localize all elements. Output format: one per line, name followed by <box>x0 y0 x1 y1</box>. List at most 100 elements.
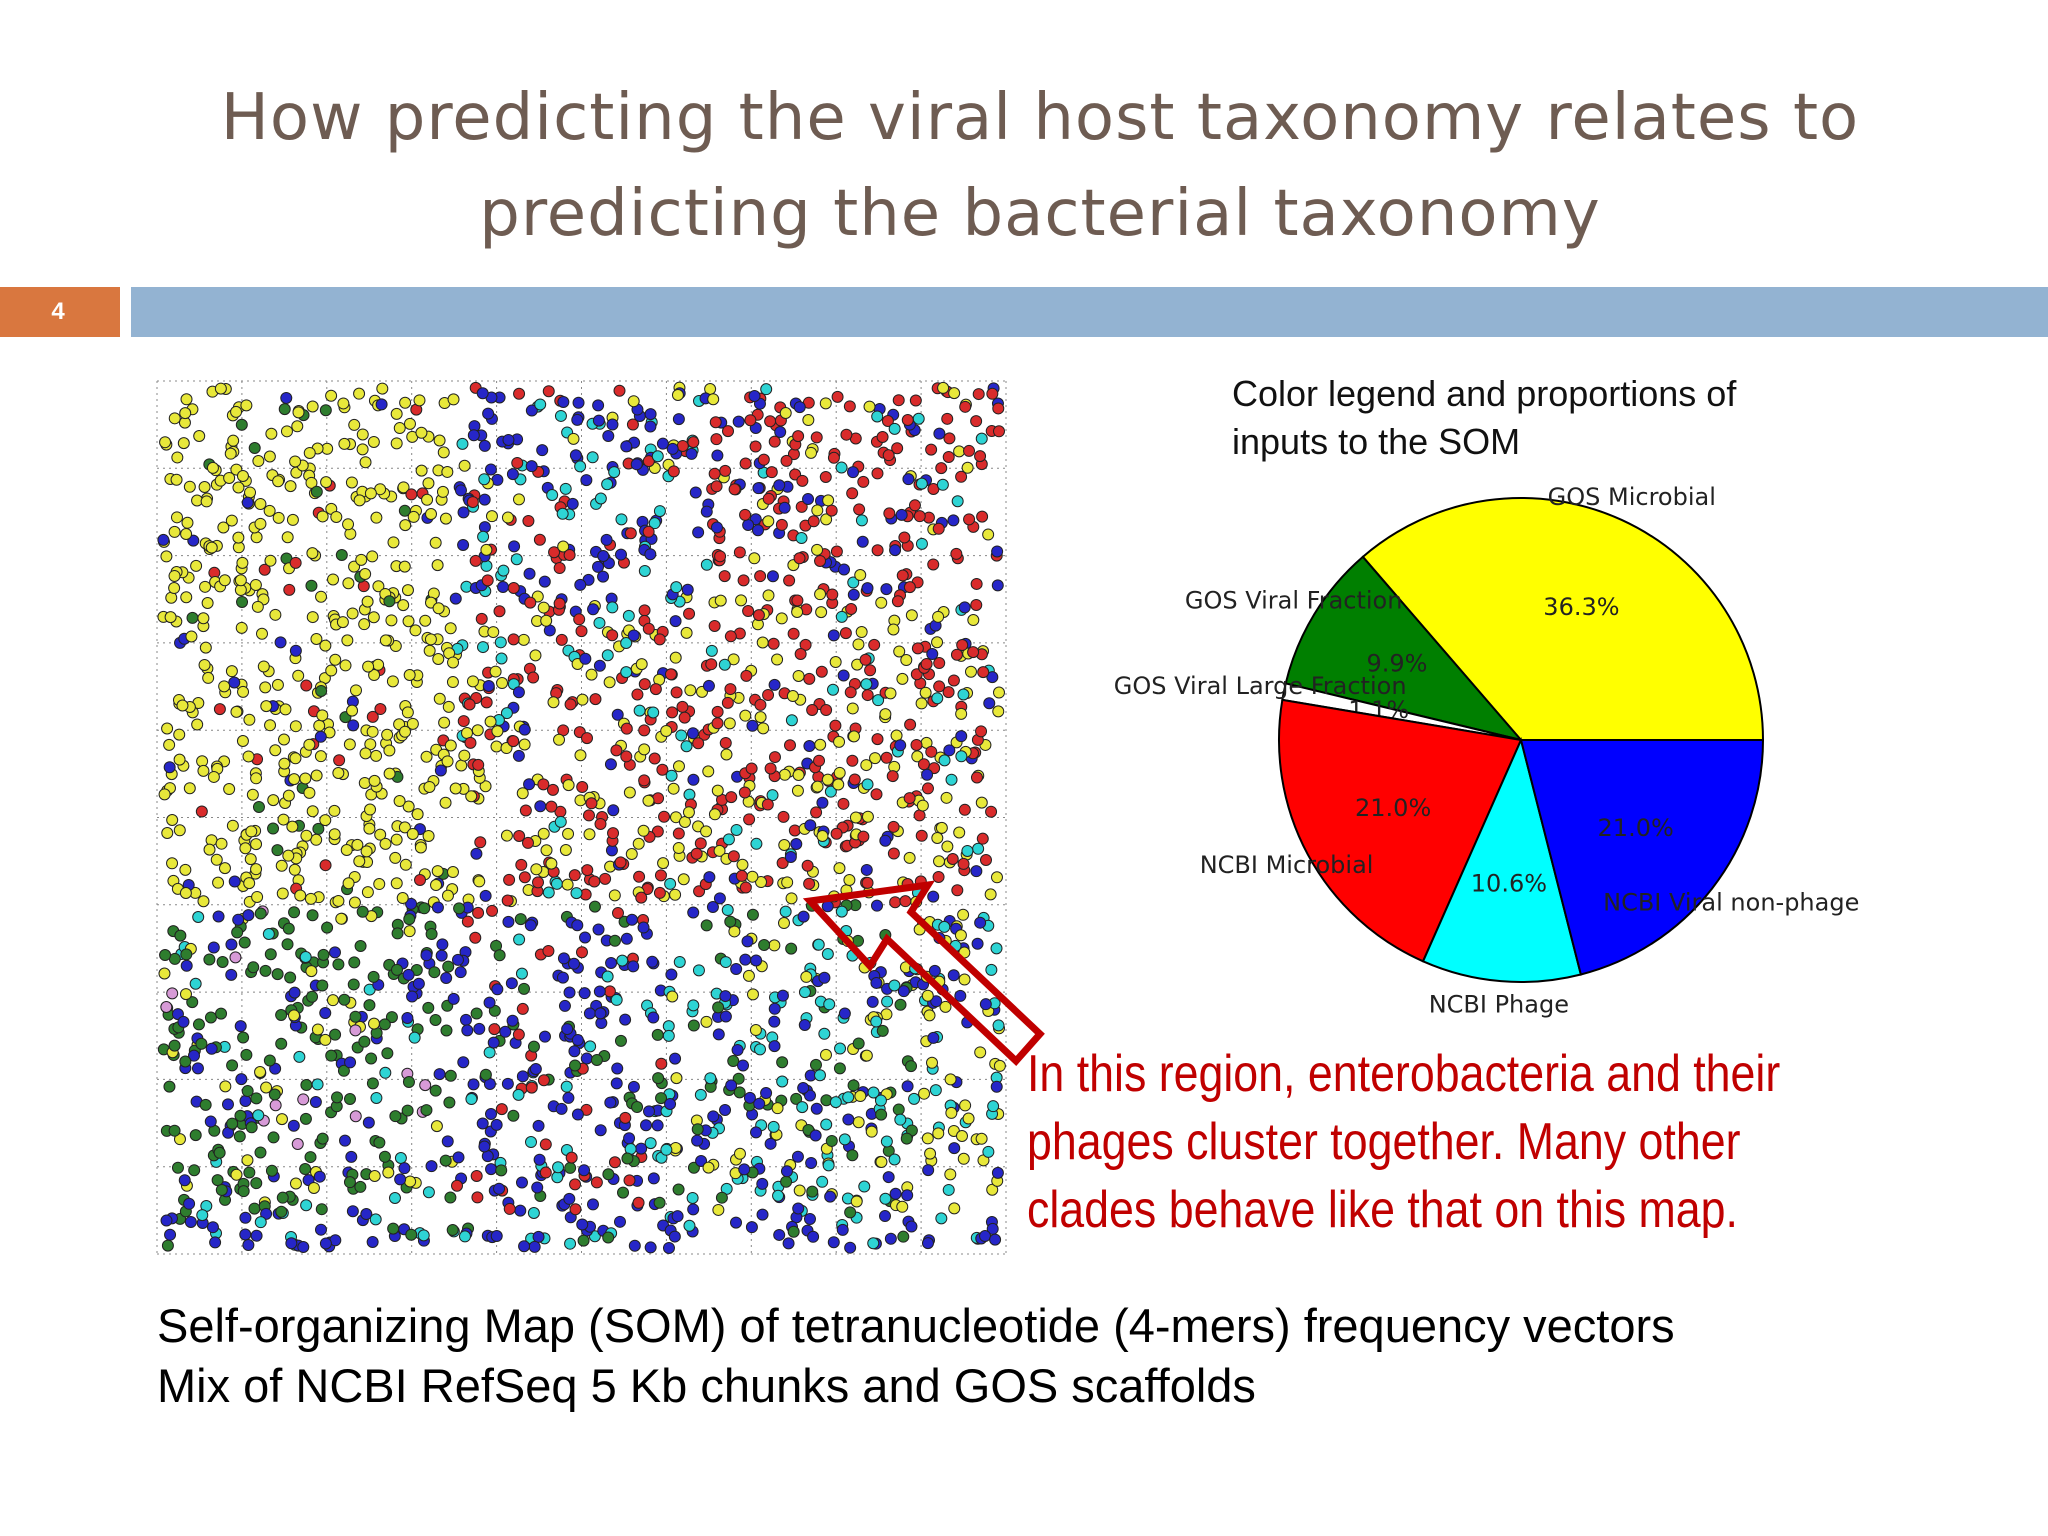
map-dot <box>573 613 586 626</box>
map-dot <box>901 413 914 426</box>
map-dot <box>780 1175 793 1188</box>
map-dot <box>777 917 790 930</box>
map-dot <box>664 1098 677 1111</box>
map-dot <box>398 560 411 573</box>
map-dot <box>818 971 831 984</box>
map-dot <box>575 946 588 959</box>
map-dot <box>945 1106 958 1119</box>
map-dot <box>226 1117 239 1130</box>
map-dot <box>807 1230 820 1243</box>
map-dot <box>346 1205 359 1218</box>
map-dot <box>488 1023 501 1036</box>
map-dot <box>159 436 172 449</box>
map-dot <box>458 749 471 762</box>
map-dot <box>795 532 808 545</box>
map-dot <box>299 1163 312 1176</box>
map-dot <box>771 653 784 666</box>
map-dot <box>532 1119 545 1132</box>
map-dot <box>718 658 731 671</box>
map-dot <box>868 638 881 651</box>
map-dot <box>230 705 243 718</box>
map-dot <box>565 1151 578 1164</box>
map-dot <box>218 680 231 693</box>
map-dot <box>402 1076 415 1089</box>
map-dot <box>941 840 954 853</box>
map-dot <box>644 408 657 421</box>
map-dot <box>819 1048 832 1061</box>
map-dot <box>561 1023 574 1036</box>
map-dot <box>199 580 212 593</box>
map-dot <box>622 609 635 622</box>
map-dot <box>705 644 718 657</box>
map-dot <box>307 1181 320 1194</box>
map-dot <box>347 978 360 991</box>
map-dot <box>511 456 524 469</box>
map-dot <box>364 487 377 500</box>
map-dot <box>401 1012 414 1025</box>
map-dot <box>713 892 726 905</box>
map-dot <box>579 652 592 665</box>
map-dot <box>281 938 294 951</box>
map-dot <box>254 907 267 920</box>
map-dot <box>533 1153 546 1166</box>
map-dot <box>901 1189 914 1202</box>
map-dot <box>548 546 561 559</box>
map-dot <box>959 1099 972 1112</box>
map-dot <box>816 796 829 809</box>
map-dot <box>683 788 696 801</box>
map-dot <box>927 558 940 571</box>
map-dot <box>423 780 436 793</box>
map-dot <box>563 548 576 561</box>
map-dot <box>557 395 570 408</box>
map-dot <box>897 985 910 998</box>
map-dot <box>707 393 720 406</box>
pie-wedge <box>1421 736 1583 983</box>
map-dot <box>490 1118 503 1131</box>
map-dot <box>840 428 853 441</box>
map-dot <box>370 511 383 524</box>
map-dot <box>493 949 506 962</box>
map-dot <box>402 800 415 813</box>
map-dot <box>381 728 394 741</box>
map-dot <box>344 1056 357 1069</box>
map-dot <box>510 553 523 566</box>
map-dot <box>975 1132 988 1145</box>
map-dot <box>444 622 457 635</box>
map-dot <box>837 797 850 810</box>
map-dot <box>684 684 697 697</box>
map-dot <box>903 851 916 864</box>
map-dot <box>613 1215 626 1228</box>
map-dot <box>198 481 211 494</box>
map-dot <box>235 621 248 634</box>
map-dot <box>706 900 719 913</box>
map-dot <box>970 771 983 784</box>
map-dot <box>465 790 478 803</box>
map-dot <box>676 700 689 713</box>
pie-title: Color legend and proportions of inputs t… <box>1232 373 1737 462</box>
map-dot <box>710 521 723 534</box>
map-dot <box>881 995 894 1008</box>
map-dot <box>250 1177 263 1190</box>
map-dot <box>672 827 685 840</box>
map-dot <box>349 1010 362 1023</box>
map-dot <box>304 1151 317 1164</box>
map-dot <box>756 636 769 649</box>
map-dot <box>861 876 874 889</box>
map-dot <box>431 865 444 878</box>
map-dot <box>737 574 750 587</box>
map-dot <box>269 744 282 757</box>
map-dot <box>592 414 605 427</box>
map-dot <box>203 843 216 856</box>
map-dot <box>743 813 756 826</box>
map-dot <box>842 1113 855 1126</box>
map-dot <box>620 637 633 650</box>
map-dot <box>690 847 703 860</box>
map-dot <box>666 990 679 1003</box>
map-dot <box>507 1109 520 1122</box>
map-dot <box>293 1050 306 1063</box>
map-dot <box>476 387 489 400</box>
map-dot <box>368 774 381 787</box>
map-dot <box>179 1055 192 1068</box>
map-dot <box>708 808 721 821</box>
map-dot <box>983 697 996 710</box>
